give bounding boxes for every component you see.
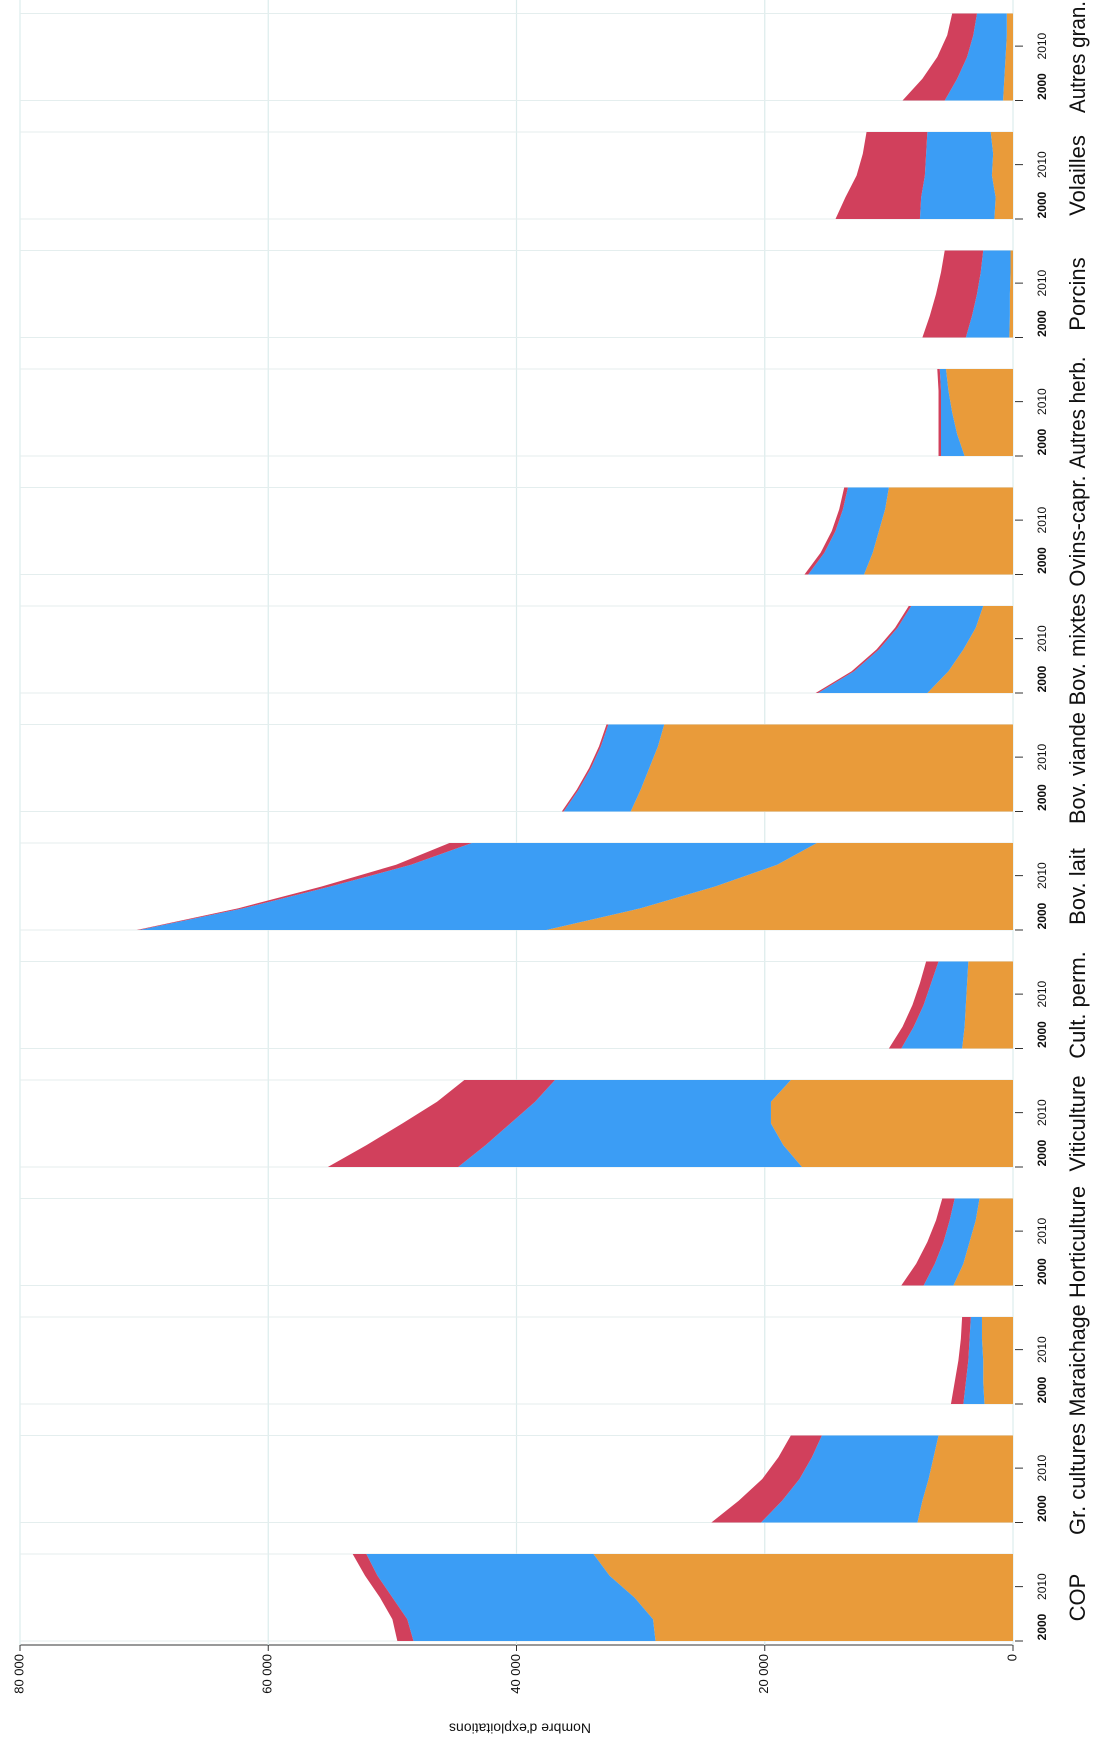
panel-title: Horticulture bbox=[1065, 1186, 1090, 1298]
y-tick-label: 40 000 bbox=[508, 1654, 523, 1694]
x-tick-label: 2000 bbox=[1035, 1613, 1049, 1640]
y-tick-label: 80 000 bbox=[11, 1654, 26, 1694]
x-tick-label: 2010 bbox=[1035, 32, 1049, 59]
area bbox=[818, 606, 984, 693]
x-tick-label: 2000 bbox=[1035, 547, 1049, 574]
area bbox=[888, 961, 939, 1049]
panel-title: Porcins bbox=[1065, 257, 1090, 330]
panel-title: Viticulture bbox=[1065, 1075, 1090, 1171]
area bbox=[963, 1317, 985, 1404]
area bbox=[546, 843, 1013, 930]
area bbox=[902, 13, 978, 101]
area bbox=[901, 961, 969, 1049]
x-tick-label: 2000 bbox=[1035, 310, 1049, 337]
area bbox=[630, 724, 1013, 812]
area bbox=[919, 132, 996, 219]
x-tick-label: 2010 bbox=[1035, 506, 1049, 533]
panel-title: Autres gran. bbox=[1065, 1, 1090, 113]
area bbox=[761, 1435, 939, 1523]
x-tick-label: 2010 bbox=[1035, 1099, 1049, 1126]
x-tick-label: 2010 bbox=[1035, 1217, 1049, 1244]
x-tick-label: 2010 bbox=[1035, 269, 1049, 296]
area bbox=[711, 1435, 822, 1523]
panel-title: Bov. mixtes bbox=[1065, 594, 1090, 706]
x-tick-label: 2010 bbox=[1035, 625, 1049, 652]
plot: Nombre d'exploitations 0 20 000 40 000 60 0… bbox=[11, 0, 1090, 1736]
x-tick-label: 2010 bbox=[1035, 743, 1049, 770]
area bbox=[366, 1554, 656, 1641]
area bbox=[922, 250, 984, 338]
x-tick-label: 2000 bbox=[1035, 73, 1049, 100]
x-tick-label: 2000 bbox=[1035, 1021, 1049, 1048]
area bbox=[965, 250, 1011, 338]
panel-title: Gr. cultures bbox=[1065, 1423, 1090, 1535]
panel-title: Ovins-capr. bbox=[1065, 475, 1090, 586]
area bbox=[944, 13, 1007, 101]
area bbox=[990, 132, 1013, 219]
area bbox=[939, 369, 965, 456]
area bbox=[327, 1080, 555, 1167]
panel-title: Bov. lait bbox=[1065, 848, 1090, 925]
panel-title: Maraichage bbox=[1065, 1305, 1090, 1417]
x-tick-label: 2010 bbox=[1035, 1573, 1049, 1600]
y-tick-label: 20 000 bbox=[756, 1654, 771, 1694]
x-tick-label: 2010 bbox=[1035, 1336, 1049, 1363]
y-tick-label: 0 bbox=[1004, 1654, 1019, 1661]
area bbox=[835, 132, 928, 219]
area bbox=[950, 1317, 971, 1404]
x-tick-label: 2000 bbox=[1035, 191, 1049, 218]
x-tick-label: 2010 bbox=[1035, 388, 1049, 415]
area bbox=[981, 1317, 1013, 1404]
area bbox=[864, 487, 1013, 575]
area bbox=[458, 1080, 802, 1167]
area bbox=[593, 1554, 1013, 1641]
area bbox=[945, 369, 1013, 456]
area bbox=[808, 487, 889, 575]
x-tick-label: 2000 bbox=[1035, 1139, 1049, 1166]
area bbox=[1009, 250, 1013, 338]
area bbox=[139, 843, 817, 930]
y-axis-label: Nombre d'exploitations bbox=[449, 1720, 591, 1736]
area bbox=[962, 961, 1013, 1049]
x-tick-label: 2000 bbox=[1035, 428, 1049, 455]
x-tick-label: 2000 bbox=[1035, 1258, 1049, 1285]
panel-title: Volailles bbox=[1065, 135, 1090, 216]
area bbox=[901, 1198, 955, 1286]
area bbox=[937, 369, 942, 456]
x-tick-label: 2000 bbox=[1035, 902, 1049, 929]
x-tick-label: 2010 bbox=[1035, 1454, 1049, 1481]
area bbox=[561, 724, 609, 812]
x-tick-label: 2000 bbox=[1035, 665, 1049, 692]
panel-title: Cult. perm. bbox=[1065, 951, 1090, 1059]
x-tick-label: 2010 bbox=[1035, 980, 1049, 1007]
area bbox=[352, 1554, 414, 1641]
area bbox=[804, 487, 848, 575]
area bbox=[136, 843, 472, 930]
area bbox=[923, 1198, 980, 1286]
panel-title: Autres herb. bbox=[1065, 357, 1090, 469]
panel-title: Bov. viande bbox=[1065, 712, 1090, 824]
area bbox=[1003, 13, 1013, 101]
x-tick-label: 2010 bbox=[1035, 151, 1049, 178]
area bbox=[770, 1080, 1013, 1167]
panel-title: COP bbox=[1065, 1574, 1090, 1622]
x-tick-label: 2010 bbox=[1035, 862, 1049, 889]
area bbox=[917, 1435, 1013, 1523]
y-tick-label: 60 000 bbox=[260, 1654, 275, 1694]
x-tick-label: 2000 bbox=[1035, 784, 1049, 811]
area bbox=[927, 606, 1013, 693]
area bbox=[953, 1198, 1013, 1286]
x-tick-label: 2000 bbox=[1035, 1495, 1049, 1522]
area bbox=[563, 724, 665, 812]
x-tick-label: 2000 bbox=[1035, 1376, 1049, 1403]
